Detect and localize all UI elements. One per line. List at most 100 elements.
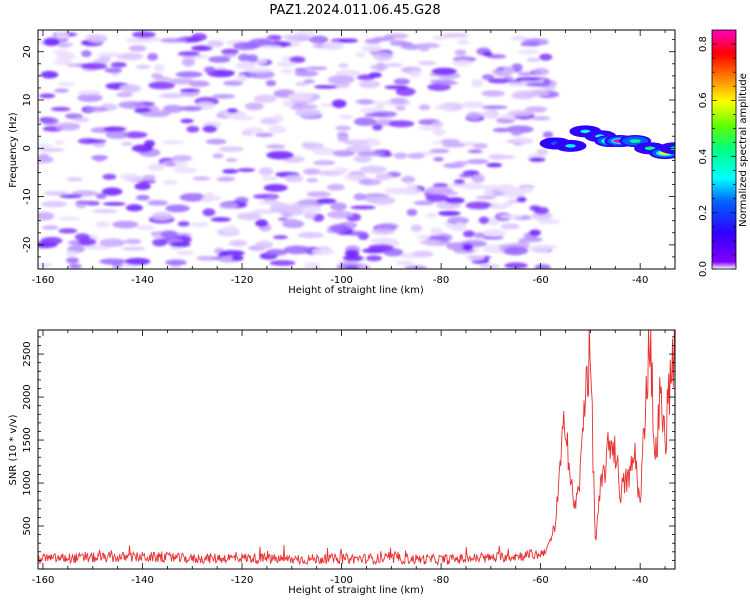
noise-blob <box>180 105 203 112</box>
noise-blob <box>42 225 59 230</box>
noise-blob <box>413 200 435 206</box>
noise-blob <box>483 188 494 197</box>
noise-blob <box>401 175 416 184</box>
noise-blob <box>151 211 173 221</box>
noise-blob <box>329 223 350 233</box>
noise-blob <box>322 41 345 51</box>
noise-blob <box>285 218 299 226</box>
noise-blob <box>406 208 418 217</box>
noise-blob <box>384 85 409 90</box>
noise-blob <box>186 125 200 133</box>
noise-blob <box>481 90 506 97</box>
noise-blob <box>135 194 150 201</box>
noise-blob <box>534 264 551 269</box>
noise-blob <box>78 237 97 246</box>
noise-blob <box>125 37 152 44</box>
noise-blob <box>462 243 474 252</box>
noise-blob <box>365 255 383 262</box>
noise-blob <box>460 102 485 109</box>
noise-blob <box>342 255 364 262</box>
noise-blob <box>311 248 335 256</box>
noise-blob <box>375 173 392 181</box>
noise-blob <box>212 93 236 99</box>
noise-blob <box>135 64 151 70</box>
x-tick-label: -80 <box>433 575 449 586</box>
x-tick-label: -160 <box>32 575 55 586</box>
noise-blob <box>192 176 211 181</box>
colorbar-tick-label: 0.8 <box>698 36 709 52</box>
noise-blob <box>136 225 156 231</box>
noise-blob <box>520 186 534 194</box>
noise-blob <box>40 70 59 79</box>
noise-blob <box>457 39 470 45</box>
noise-blob <box>102 173 117 180</box>
noise-blob <box>529 205 541 211</box>
noise-blob <box>453 160 468 166</box>
x-tick-label: -40 <box>632 275 648 286</box>
noise-blob <box>447 216 470 225</box>
noise-blob <box>282 34 310 40</box>
noise-blob <box>476 195 497 200</box>
noise-blob <box>519 42 540 47</box>
noise-blob <box>266 144 286 150</box>
noise-blob <box>131 144 154 153</box>
noise-blob <box>282 99 296 108</box>
y-tick-label: 1000 <box>22 470 33 495</box>
noise-blob <box>333 167 349 174</box>
x-tick-label: -60 <box>532 275 548 286</box>
noise-blob <box>344 174 369 182</box>
noise-blob <box>202 125 218 133</box>
noise-blob <box>441 142 466 148</box>
noise-blob <box>338 63 349 69</box>
noise-blob <box>165 162 177 167</box>
noise-blob <box>237 53 251 62</box>
x-tick-label: -100 <box>330 275 353 286</box>
noise-blob <box>306 178 319 183</box>
noise-blob <box>244 126 264 134</box>
noise-blob <box>177 51 200 57</box>
noise-blob <box>162 180 179 185</box>
noise-blob <box>361 44 384 53</box>
noise-blob <box>142 174 156 181</box>
noise-blob <box>122 131 148 139</box>
noise-blob <box>268 125 287 134</box>
noise-blob <box>93 155 105 162</box>
noise-blob <box>81 50 92 58</box>
noise-blob <box>542 131 554 139</box>
noise-blob <box>466 159 489 165</box>
spectrogram-ylabel: Frequency (Hz) <box>8 112 19 188</box>
noise-blob <box>466 111 481 120</box>
noise-blob <box>40 236 63 245</box>
noise-blob <box>134 182 151 191</box>
noise-blob <box>103 126 127 132</box>
noise-blob <box>38 155 54 164</box>
noise-blob <box>277 217 288 222</box>
noise-blob <box>513 137 533 144</box>
noise-blob <box>55 31 69 40</box>
noise-blob <box>473 232 486 239</box>
x-tick-label: -160 <box>32 275 55 286</box>
ridge-contour <box>659 142 675 155</box>
noise-blob <box>473 143 488 149</box>
noise-blob <box>345 144 373 154</box>
noise-blob <box>222 168 239 174</box>
noise-blob <box>173 167 198 174</box>
noise-blob <box>361 138 382 147</box>
noise-blob <box>159 93 185 99</box>
noise-blob <box>265 80 277 87</box>
noise-blob <box>521 90 550 97</box>
noise-blob <box>235 61 256 70</box>
noise-blob <box>38 211 55 221</box>
noise-blob <box>313 84 338 89</box>
noise-blob <box>255 240 273 249</box>
x-tick-label: -100 <box>330 575 353 586</box>
noise-blob <box>99 258 127 265</box>
noise-blob <box>404 265 428 269</box>
snr-ylabel: SNR (10 * v/v) <box>8 414 19 485</box>
colorbar-tick-label: 0.4 <box>698 149 709 165</box>
y-tick-label: 0 <box>22 145 33 151</box>
noise-blob <box>66 257 79 264</box>
noise-blob <box>502 66 515 75</box>
noise-blob <box>272 235 288 240</box>
